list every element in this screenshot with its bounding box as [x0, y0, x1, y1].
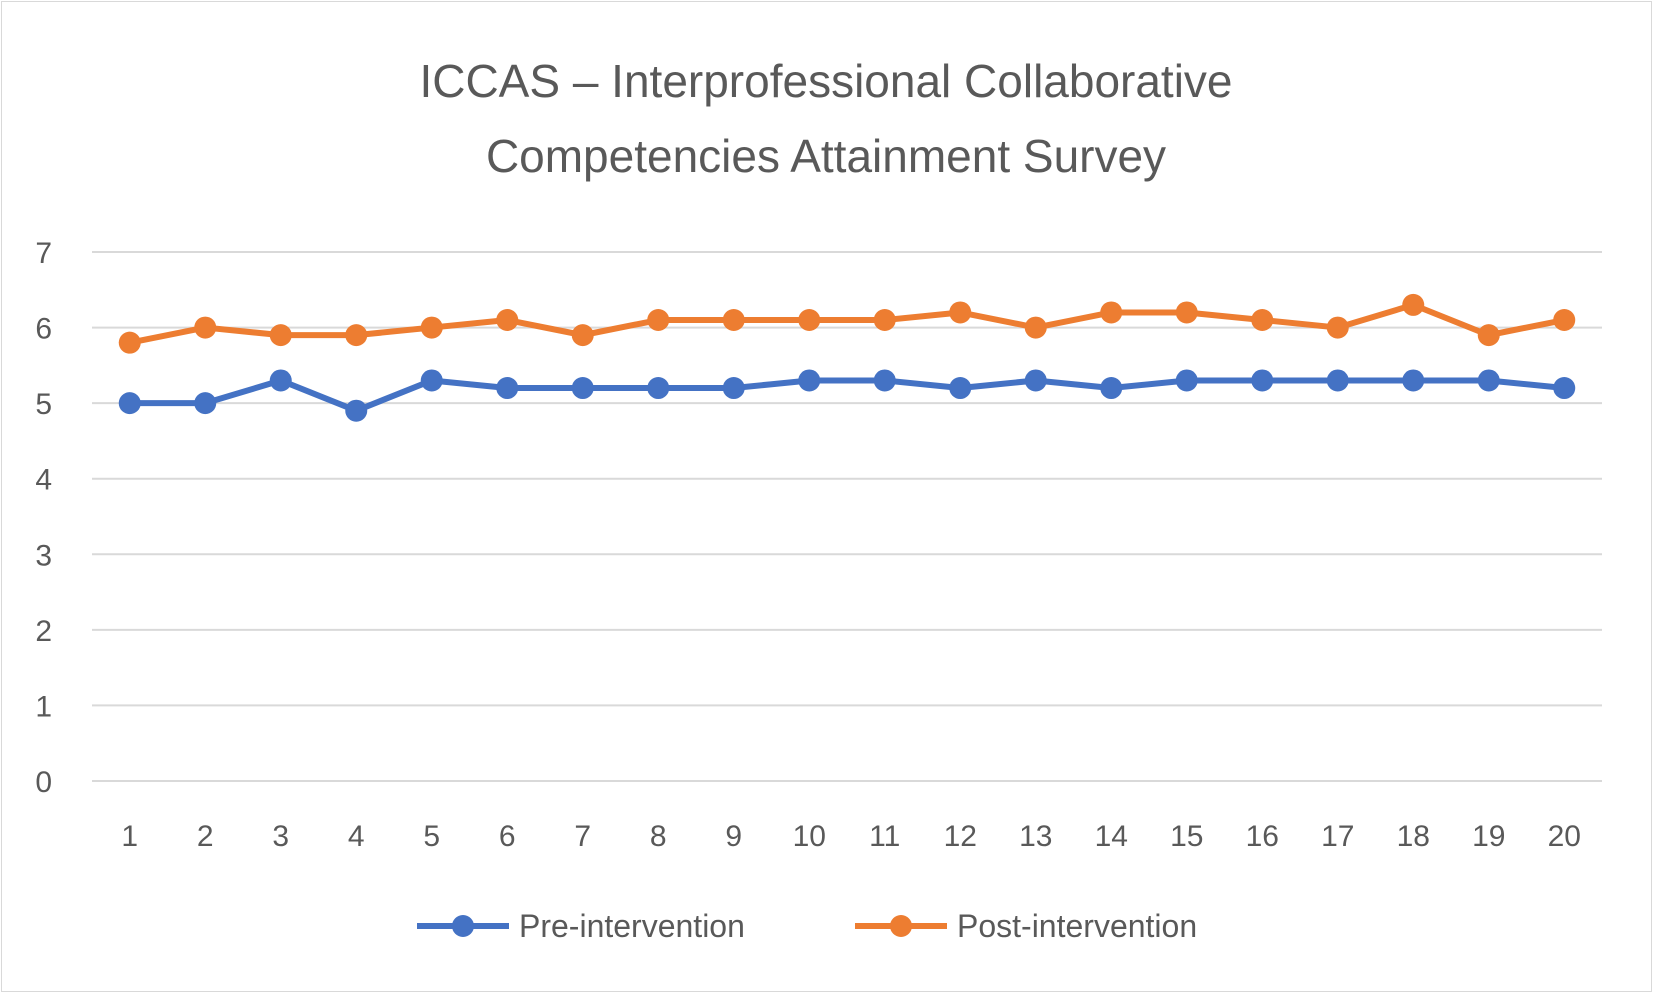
- data-point: [420, 369, 443, 392]
- data-point: [118, 331, 141, 354]
- data-point: [1100, 301, 1123, 324]
- x-tick-label: 13: [1019, 820, 1052, 853]
- x-tick-label: 5: [423, 820, 440, 853]
- data-point: [194, 316, 217, 339]
- data-point: [1175, 369, 1198, 392]
- data-point: [1100, 377, 1123, 400]
- data-point: [571, 377, 594, 400]
- y-tick-label: 4: [35, 464, 52, 497]
- y-tick-label: 0: [35, 766, 52, 799]
- series-pre-intervention: [118, 369, 1576, 422]
- data-point: [1024, 316, 1047, 339]
- legend-entry-post-intervention: Post-intervention: [855, 908, 1197, 944]
- x-tick-label: 8: [650, 820, 667, 853]
- x-axis-ticks: 1 2 3 4 5 6 7 8 9 10 11 12 13 14 15 16 17 18 19 20: [121, 820, 1581, 853]
- x-tick-label: 14: [1095, 820, 1128, 853]
- data-point: [1477, 369, 1500, 392]
- x-tick-label: 12: [944, 820, 977, 853]
- data-point: [269, 369, 292, 392]
- x-tick-label: 16: [1246, 820, 1279, 853]
- y-tick-label: 5: [35, 388, 52, 421]
- y-axis-ticks: 0 1 2 3 4 5 6 7: [35, 237, 52, 799]
- y-tick-label: 1: [35, 690, 52, 723]
- data-point: [873, 369, 896, 392]
- x-tick-label: 10: [793, 820, 826, 853]
- data-point: [873, 309, 896, 332]
- data-point: [1326, 316, 1349, 339]
- data-point: [1024, 369, 1047, 392]
- data-point: [1175, 301, 1198, 324]
- data-point: [118, 392, 141, 415]
- legend-entry-pre-intervention: Pre-intervention: [417, 908, 745, 944]
- x-tick-label: 4: [348, 820, 365, 853]
- data-point: [798, 369, 821, 392]
- x-tick-label: 18: [1397, 820, 1430, 853]
- gridlines: [92, 251, 1602, 782]
- legend: Pre-intervention Post-intervention: [417, 908, 1197, 944]
- x-tick-label: 17: [1321, 820, 1354, 853]
- series-post-intervention: [118, 293, 1576, 354]
- x-tick-label: 7: [574, 820, 591, 853]
- legend-marker: [452, 915, 474, 937]
- x-tick-label: 11: [869, 820, 900, 853]
- legend-label: Post-intervention: [957, 908, 1197, 944]
- series-lines: [118, 293, 1576, 422]
- data-point: [1251, 369, 1274, 392]
- chart-title-line-1: ICCAS – Interprofessional Collaborative: [419, 55, 1232, 107]
- data-point: [1326, 369, 1349, 392]
- data-point: [1477, 324, 1500, 347]
- y-tick-label: 3: [35, 539, 52, 572]
- data-point: [647, 309, 670, 332]
- y-tick-label: 6: [35, 313, 52, 346]
- data-point: [647, 377, 670, 400]
- data-point: [1553, 309, 1576, 332]
- x-tick-label: 9: [725, 820, 742, 853]
- data-point: [420, 316, 443, 339]
- data-point: [722, 377, 745, 400]
- x-tick-label: 15: [1170, 820, 1203, 853]
- x-tick-label: 6: [499, 820, 516, 853]
- series-line: [129, 301, 1565, 346]
- data-point: [345, 399, 368, 422]
- x-tick-label: 20: [1548, 820, 1581, 853]
- data-point: [722, 309, 745, 332]
- x-tick-label: 1: [121, 820, 138, 853]
- data-point: [798, 309, 821, 332]
- data-point: [949, 377, 972, 400]
- legend-marker: [890, 915, 912, 937]
- y-tick-label: 7: [35, 237, 52, 270]
- x-tick-label: 3: [272, 820, 289, 853]
- data-point: [496, 377, 519, 400]
- data-point: [1553, 377, 1576, 400]
- data-point: [571, 324, 594, 347]
- legend-label: Pre-intervention: [519, 908, 745, 944]
- data-point: [194, 392, 217, 415]
- x-tick-label: 19: [1472, 820, 1505, 853]
- y-tick-label: 2: [35, 615, 52, 648]
- series-line: [129, 377, 1565, 414]
- data-point: [1251, 309, 1274, 332]
- chart-title-line-2: Competencies Attainment Survey: [486, 130, 1166, 182]
- data-point: [345, 324, 368, 347]
- data-point: [269, 324, 292, 347]
- data-point: [1402, 293, 1425, 316]
- data-point: [949, 301, 972, 324]
- data-point: [1402, 369, 1425, 392]
- data-point: [496, 309, 519, 332]
- x-tick-label: 2: [197, 820, 214, 853]
